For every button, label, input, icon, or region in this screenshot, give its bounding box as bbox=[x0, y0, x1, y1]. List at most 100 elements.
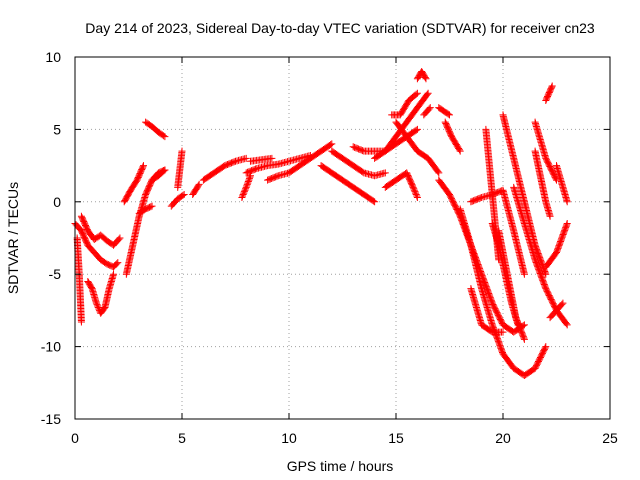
data-point bbox=[194, 182, 202, 190]
chart-title: Day 214 of 2023, Sidereal Day-to-day VTE… bbox=[85, 20, 595, 36]
data-point bbox=[413, 125, 421, 133]
series-track-38 bbox=[510, 183, 571, 329]
series-track-27 bbox=[420, 104, 434, 119]
data-point bbox=[252, 165, 260, 173]
data-point bbox=[546, 212, 554, 220]
data-point bbox=[563, 221, 571, 229]
data-point bbox=[327, 141, 335, 149]
data-point bbox=[548, 83, 556, 91]
series-track-6 bbox=[120, 162, 147, 206]
x-tick-label: 15 bbox=[388, 430, 404, 446]
x-tick-label: 20 bbox=[495, 430, 511, 446]
data-point bbox=[520, 335, 528, 343]
plot-frame bbox=[74, 56, 611, 420]
series-track-1 bbox=[73, 234, 85, 326]
data-point bbox=[411, 188, 419, 196]
series-track-14 bbox=[238, 172, 254, 201]
data-point bbox=[161, 133, 169, 141]
data-points bbox=[71, 67, 571, 380]
data-point bbox=[424, 89, 432, 97]
data-point bbox=[409, 183, 417, 191]
data-point bbox=[425, 105, 433, 113]
data-point bbox=[413, 192, 421, 200]
series-track-3 bbox=[77, 212, 124, 249]
data-point bbox=[410, 185, 418, 193]
series-track-21 bbox=[349, 125, 421, 155]
data-point bbox=[444, 110, 452, 118]
data-point bbox=[541, 344, 549, 352]
data-point bbox=[139, 162, 147, 170]
data-point bbox=[434, 168, 442, 176]
series-track-2 bbox=[71, 220, 122, 271]
data-point bbox=[245, 175, 253, 183]
data-point bbox=[423, 90, 431, 98]
data-point bbox=[371, 198, 379, 206]
data-point bbox=[435, 169, 443, 177]
series-track-37 bbox=[499, 111, 550, 278]
data-point bbox=[115, 235, 123, 243]
data-point bbox=[542, 343, 550, 351]
series-track-43 bbox=[546, 299, 567, 322]
data-point bbox=[195, 180, 203, 188]
data-point bbox=[520, 270, 528, 278]
series-track-44 bbox=[542, 82, 556, 104]
series-track-23 bbox=[388, 89, 421, 119]
data-point bbox=[242, 185, 250, 193]
data-point bbox=[558, 300, 566, 308]
data-point bbox=[412, 191, 420, 199]
data-point bbox=[413, 193, 421, 201]
series-track-42 bbox=[553, 162, 571, 206]
data-point bbox=[456, 147, 464, 155]
data-point bbox=[160, 132, 168, 140]
data-point bbox=[239, 191, 247, 199]
y-axis-label: SDTVAR / TECUs bbox=[5, 182, 21, 294]
x-axis-label: GPS time / hours bbox=[287, 458, 394, 474]
data-point bbox=[244, 178, 252, 186]
data-point bbox=[446, 111, 453, 119]
series-track-12 bbox=[189, 180, 203, 199]
series-track-25 bbox=[392, 118, 443, 177]
x-tick-label: 10 bbox=[281, 430, 297, 446]
data-point bbox=[426, 104, 434, 112]
y-tick-label: 0 bbox=[53, 194, 61, 210]
series-track-19 bbox=[317, 162, 379, 206]
data-point bbox=[422, 75, 430, 83]
data-point bbox=[499, 328, 507, 336]
axis-ticks bbox=[74, 56, 611, 420]
data-point bbox=[421, 74, 429, 82]
data-point bbox=[94, 304, 102, 312]
series-track-16 bbox=[246, 154, 276, 165]
data-point bbox=[412, 189, 420, 197]
data-point bbox=[230, 158, 238, 166]
data-point bbox=[381, 169, 389, 177]
data-point bbox=[139, 163, 147, 171]
data-point bbox=[273, 172, 281, 180]
data-point bbox=[93, 301, 101, 309]
series-track-34 bbox=[482, 125, 503, 264]
series-track-20 bbox=[328, 147, 389, 180]
y-tick-label: -10 bbox=[41, 339, 61, 355]
series-track-40 bbox=[542, 220, 571, 271]
data-point bbox=[244, 179, 252, 187]
data-point bbox=[241, 186, 249, 194]
data-point bbox=[94, 302, 102, 310]
data-point bbox=[412, 90, 420, 98]
series-track-22 bbox=[371, 89, 432, 162]
data-point bbox=[92, 299, 100, 307]
data-point bbox=[412, 126, 420, 134]
series-track-9 bbox=[148, 166, 169, 184]
series-track-31 bbox=[456, 205, 550, 380]
y-tick-label: -5 bbox=[49, 266, 62, 282]
data-point bbox=[238, 193, 246, 201]
series-track-7 bbox=[135, 202, 156, 217]
series-track-13 bbox=[199, 154, 250, 184]
data-point bbox=[113, 260, 121, 268]
data-point bbox=[563, 321, 571, 329]
data-point bbox=[148, 202, 156, 210]
series-track-4 bbox=[84, 270, 118, 317]
data-point bbox=[114, 259, 122, 267]
series-track-33 bbox=[467, 186, 528, 278]
series-track-39 bbox=[531, 147, 554, 220]
x-tick-label: 0 bbox=[71, 430, 79, 446]
